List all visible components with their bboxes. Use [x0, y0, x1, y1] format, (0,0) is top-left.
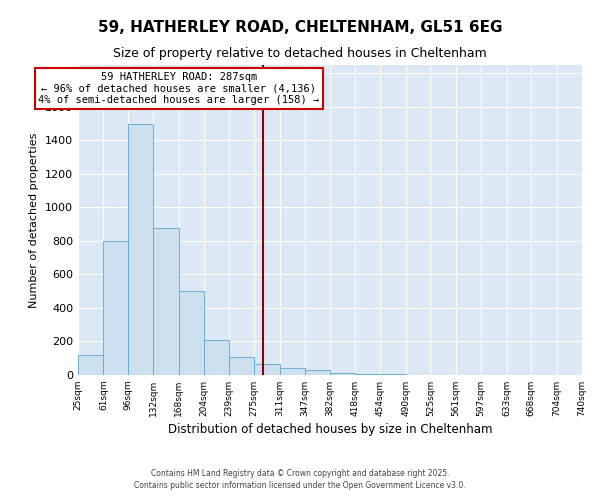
Bar — [103, 241, 128, 375]
Text: Size of property relative to detached houses in Cheltenham: Size of property relative to detached ho… — [113, 48, 487, 60]
Bar — [204, 340, 229, 375]
Text: 59, HATHERLEY ROAD, CHELTENHAM, GL51 6EG: 59, HATHERLEY ROAD, CHELTENHAM, GL51 6EG — [98, 20, 502, 35]
Bar — [229, 356, 254, 375]
Bar — [329, 374, 355, 375]
Y-axis label: Number of detached properties: Number of detached properties — [29, 132, 40, 308]
Bar — [78, 355, 103, 375]
Bar — [254, 364, 280, 375]
Bar — [355, 374, 380, 375]
Bar — [305, 370, 329, 375]
Bar — [154, 228, 179, 375]
Bar — [179, 291, 204, 375]
Text: 59 HATHERLEY ROAD: 287sqm
← 96% of detached houses are smaller (4,136)
4% of sem: 59 HATHERLEY ROAD: 287sqm ← 96% of detac… — [38, 72, 319, 105]
Text: Contains public sector information licensed under the Open Government Licence v3: Contains public sector information licen… — [134, 481, 466, 490]
Text: Contains HM Land Registry data © Crown copyright and database right 2025.: Contains HM Land Registry data © Crown c… — [151, 468, 449, 477]
X-axis label: Distribution of detached houses by size in Cheltenham: Distribution of detached houses by size … — [168, 423, 492, 436]
Bar — [280, 368, 305, 375]
Bar — [380, 374, 406, 375]
Bar — [128, 124, 154, 375]
